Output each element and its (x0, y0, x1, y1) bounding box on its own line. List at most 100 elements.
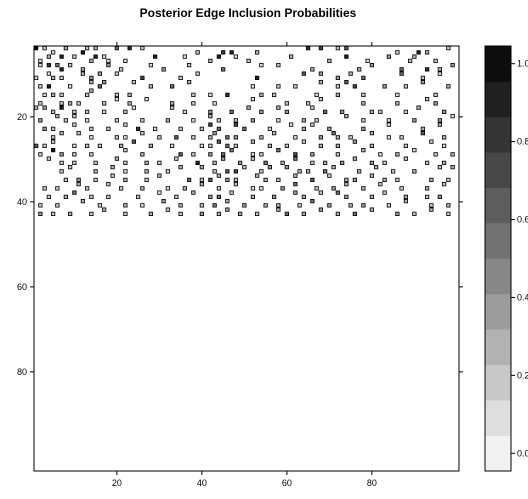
heatmap-cell (322, 160, 328, 165)
heatmap-cell (59, 152, 64, 157)
heatmap-cell (348, 203, 353, 208)
heatmap-cell (361, 186, 366, 191)
heatmap-cell (123, 147, 128, 153)
heatmap-cell (76, 101, 81, 106)
heatmap-cell (85, 186, 90, 191)
heatmap-cell (335, 46, 340, 51)
heatmap-cell (229, 50, 234, 55)
heatmap-cell (140, 186, 145, 191)
heatmap-cell (119, 143, 124, 148)
heatmap-cell (51, 92, 56, 98)
heatmap-cell (276, 118, 281, 123)
heatmap-cell (208, 194, 213, 199)
heatmap-cell (254, 211, 260, 216)
heatmap-cell (412, 118, 417, 123)
heatmap-cell (327, 126, 332, 132)
heatmap-cell (395, 101, 400, 106)
heatmap-cell (85, 46, 90, 51)
heatmap-cell (169, 101, 175, 106)
heatmap-cells (34, 46, 455, 216)
heatmap-cell (335, 75, 340, 81)
heatmap-cell (441, 181, 447, 187)
heatmap-cell (420, 75, 425, 81)
colorbar-tick-label: 0.0 (517, 448, 528, 458)
heatmap-cell (310, 67, 315, 72)
heatmap-cell (386, 203, 391, 208)
heatmap-cell (85, 92, 90, 98)
heatmap-cell (199, 164, 204, 170)
heatmap-cell (72, 122, 77, 127)
heatmap-cell (361, 75, 366, 81)
heatmap-cell (178, 164, 183, 170)
heatmap-cell (216, 173, 221, 178)
heatmap-cell (110, 164, 115, 170)
heatmap-cell (51, 147, 56, 153)
heatmap-cell (284, 164, 289, 170)
heatmap-cell (399, 71, 404, 76)
heatmap-cell (331, 186, 336, 191)
heatmap-cell (42, 143, 47, 148)
colorbar-band (485, 435, 511, 472)
heatmap-cell (208, 58, 213, 64)
heatmap-cell (242, 164, 247, 170)
heatmap-cell (208, 135, 213, 140)
heatmap-cell (208, 109, 213, 115)
heatmap-cell (276, 203, 281, 208)
heatmap-cell (331, 164, 336, 170)
heatmap-cell (254, 50, 260, 55)
heatmap-cell (208, 122, 213, 127)
heatmap-cell (301, 118, 306, 123)
heatmap-cell (216, 54, 221, 59)
heatmap-cell (38, 211, 43, 216)
heatmap-cell (106, 181, 111, 187)
heatmap-cell (386, 135, 391, 140)
colorbar-band (485, 81, 511, 118)
heatmap-cell (123, 160, 128, 165)
heatmap-cell (157, 135, 162, 140)
heatmap-cell (250, 84, 255, 89)
heatmap-cell (225, 169, 230, 174)
heatmap-cell (293, 173, 298, 178)
heatmap-cell (157, 160, 162, 165)
heatmap-cell (140, 46, 145, 51)
heatmap-cell (208, 152, 213, 157)
colorbar-band (485, 116, 511, 153)
heatmap-cell (335, 143, 340, 148)
heatmap-cell (165, 169, 170, 174)
heatmap-cell (148, 211, 153, 216)
heatmap-cell (186, 63, 192, 68)
heatmap-cell (63, 194, 69, 199)
heatmap-cell (38, 63, 43, 68)
heatmap-cell (271, 92, 277, 98)
heatmap-cell (106, 58, 111, 64)
heatmap-cell (51, 126, 56, 132)
heatmap-cell (123, 122, 128, 127)
heatmap-cell (89, 75, 94, 81)
heatmap-cell (123, 135, 128, 140)
heatmap-cell (140, 118, 145, 123)
heatmap-cell (382, 190, 387, 195)
heatmap-cell (80, 67, 86, 72)
heatmap-cell (225, 135, 230, 140)
heatmap-cell (55, 114, 60, 119)
heatmap-cell (395, 92, 400, 98)
heatmap-cell (233, 135, 238, 140)
heatmap-cell (361, 147, 366, 153)
heatmap-cell (225, 177, 230, 182)
heatmap-cell (93, 46, 98, 51)
heatmap-cell (85, 143, 90, 148)
heatmap-cell (441, 160, 447, 165)
heatmap-cell (123, 177, 128, 182)
heatmap-cell (216, 211, 221, 216)
heatmap-cell (144, 177, 149, 182)
y-tick-label: 80 (17, 367, 27, 377)
heatmap-cell (51, 109, 56, 115)
heatmap-cell (46, 71, 52, 76)
heatmap-cell (369, 63, 374, 68)
heatmap-cell (42, 105, 47, 110)
heatmap-cell (38, 203, 43, 208)
heatmap-cell (89, 194, 94, 199)
heatmap-cell (412, 147, 417, 153)
heatmap-cell (59, 169, 64, 174)
heatmap-cell (335, 211, 340, 216)
